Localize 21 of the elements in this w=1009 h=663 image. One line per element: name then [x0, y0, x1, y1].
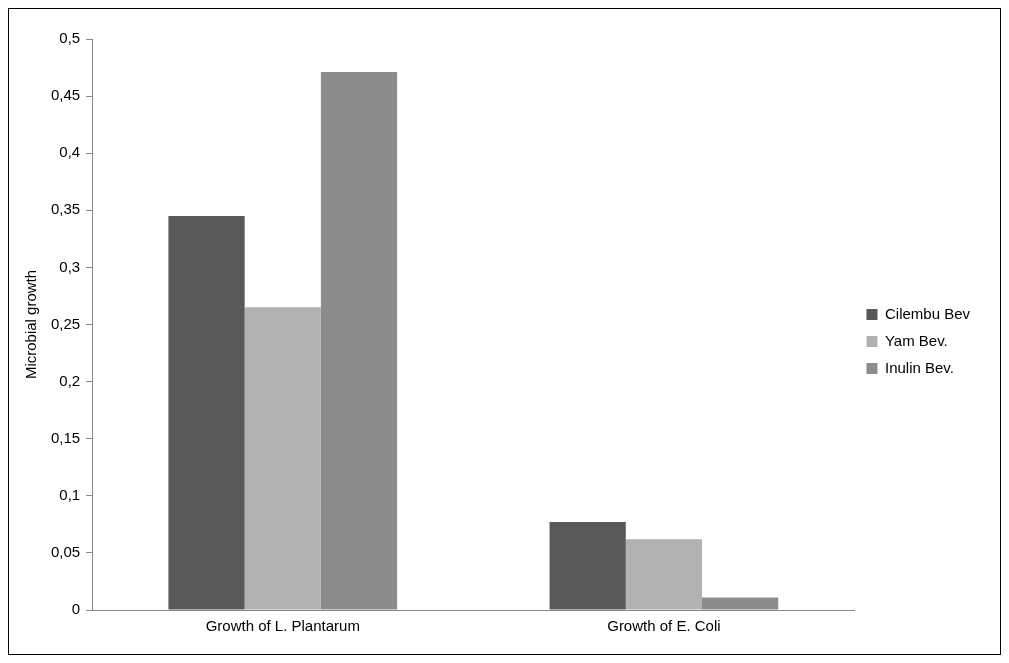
bar — [549, 522, 626, 610]
bar — [168, 216, 245, 610]
y-tick-label: 0,05 — [50, 543, 81, 561]
bar — [244, 307, 321, 610]
y-tick-label: 0,3 — [59, 257, 81, 275]
y-tick-label: 0,25 — [50, 314, 81, 332]
y-tick-label: 0,1 — [59, 485, 81, 503]
y-tick-label: 0,2 — [59, 371, 81, 389]
legend-label: Yam Bev. — [884, 331, 948, 349]
y-axis-title: Microbial growth — [22, 269, 40, 380]
legend-label: Cilembu Bev — [884, 304, 971, 322]
y-tick-label: 0,4 — [59, 143, 81, 161]
x-tick-label: Growth of L. Plantarum — [205, 617, 360, 635]
x-tick-label: Growth of E. Coli — [607, 617, 721, 635]
legend-label: Inulin Bev. — [884, 358, 954, 376]
y-tick-label: 0 — [71, 600, 81, 618]
y-tick-label: 0,45 — [50, 86, 81, 104]
bar — [625, 539, 703, 610]
y-tick-label: 0,15 — [50, 428, 81, 446]
y-tick-label: 0,35 — [50, 200, 81, 218]
y-tick-label: 0,5 — [59, 29, 81, 47]
